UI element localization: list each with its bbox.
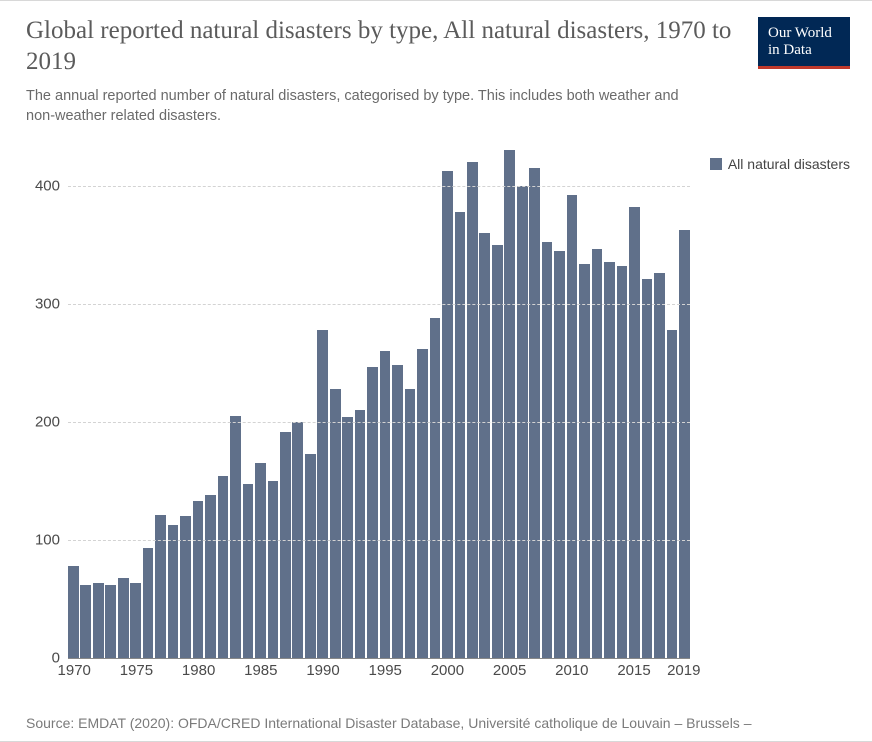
x-tick-label: 2010 [555,662,588,679]
bar [642,279,653,658]
x-axis: 1970197519801985199019952000200520102015… [68,658,690,686]
bar [93,583,104,659]
bar [479,233,490,658]
bar [355,410,366,658]
bar [155,515,166,658]
bar [679,230,690,658]
bar [193,501,204,658]
y-tick-label: 200 [35,413,68,430]
bar [118,578,129,658]
x-tick-label: 1975 [120,662,153,679]
bar [604,262,615,658]
bar [317,330,328,658]
bar [430,318,441,658]
bar [80,585,91,658]
bar [442,171,453,658]
gridline [68,422,690,423]
title-block: Global reported natural disasters by typ… [26,15,758,126]
x-tick-label: 1970 [58,662,91,679]
bar [130,583,141,659]
x-tick-label: 2000 [431,662,464,679]
legend-swatch [710,158,722,170]
bar [667,330,678,658]
bar [392,365,403,658]
logo-line-2: in Data [768,42,812,58]
bar [205,495,216,658]
legend-label: All natural disasters [728,156,850,172]
bar [455,212,466,659]
bar [417,349,428,659]
bar [243,484,254,658]
bar [367,367,378,658]
bar [617,266,628,658]
chart-card: Global reported natural disasters by typ… [0,0,872,742]
x-tick-label: 1980 [182,662,215,679]
x-tick-label: 1995 [369,662,402,679]
bar [380,351,391,658]
bar [567,195,578,658]
x-tick-label: 1990 [306,662,339,679]
bar [68,566,79,658]
legend: All natural disasters [710,156,850,172]
x-tick-label: 2015 [617,662,650,679]
bar [504,150,515,658]
bar [180,516,191,658]
plot-area: 0100200300400 [68,150,690,658]
bar [629,207,640,658]
bar [579,264,590,659]
logo-line-1: Our World [768,25,832,41]
header: Global reported natural disasters by typ… [0,1,872,126]
y-tick-label: 300 [35,295,68,312]
bar [105,585,116,658]
bar [554,251,565,659]
bar [467,162,478,658]
x-tick-label: 1985 [244,662,277,679]
bar [280,432,291,658]
y-tick-label: 100 [35,531,68,548]
x-tick-label: 2005 [493,662,526,679]
gridline [68,304,690,305]
y-tick-label: 400 [35,177,68,194]
bar [255,463,266,658]
gridline [68,540,690,541]
bar [218,476,229,658]
bar [305,454,316,658]
bar [342,417,353,658]
bar [654,273,665,658]
source-line: Source: EMDAT (2020): OFDA/CRED Internat… [26,715,850,731]
bar [492,245,503,658]
chart-title: Global reported natural disasters by typ… [26,15,758,78]
bar [405,389,416,658]
bar [230,416,241,658]
bar [330,389,341,658]
bar [168,525,179,658]
bar [143,548,154,658]
bars-container [68,150,690,658]
chart-subtitle: The annual reported number of natural di… [26,86,696,127]
gridline [68,186,690,187]
owid-logo: Our World in Data [758,17,850,69]
x-tick-label: 2019 [667,662,700,679]
bar [592,249,603,658]
chart-zone: All natural disasters 0100200300400 1970… [26,150,850,686]
bar [529,168,540,658]
bar [268,481,279,658]
